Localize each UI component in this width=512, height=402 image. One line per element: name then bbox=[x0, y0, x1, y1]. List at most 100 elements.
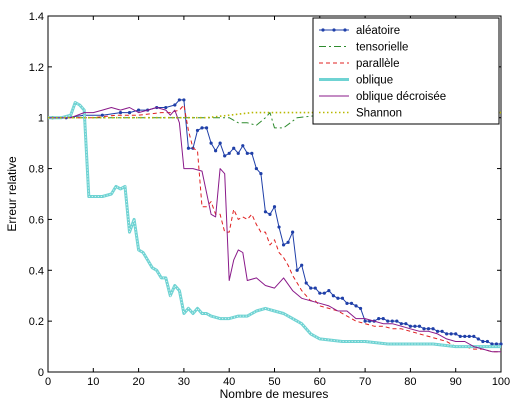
data-point bbox=[186, 146, 191, 150]
legend-marker bbox=[332, 28, 336, 32]
data-point bbox=[404, 322, 408, 326]
legend-label-shannon: Shannon bbox=[356, 108, 402, 120]
series-texture-oblique bbox=[48, 101, 501, 348]
data-point bbox=[232, 146, 236, 150]
data-point bbox=[435, 329, 440, 333]
data-point bbox=[281, 243, 286, 247]
data-point bbox=[200, 126, 204, 130]
data-point bbox=[481, 339, 485, 344]
y-axis-title: Erreur relative bbox=[5, 156, 19, 232]
data-point bbox=[227, 151, 231, 155]
data-point bbox=[472, 334, 476, 338]
x-tick-label: 50 bbox=[268, 376, 280, 388]
data-point bbox=[467, 334, 471, 338]
data-point bbox=[499, 342, 503, 346]
data-point bbox=[349, 301, 354, 305]
data-point bbox=[277, 225, 281, 229]
data-point bbox=[218, 141, 222, 145]
data-point bbox=[417, 324, 422, 328]
data-point bbox=[164, 105, 168, 110]
data-point bbox=[177, 98, 181, 102]
data-point bbox=[490, 342, 494, 346]
legend-marker bbox=[343, 28, 347, 32]
legend-label-tensorielle: tensorielle bbox=[356, 42, 408, 54]
series-line-parall-le bbox=[48, 104, 501, 353]
legend-box bbox=[312, 17, 500, 125]
x-tick-label: 30 bbox=[178, 376, 190, 388]
data-point bbox=[286, 240, 290, 244]
y-tick-label: 1 bbox=[38, 113, 44, 125]
data-point bbox=[318, 291, 322, 295]
data-point bbox=[449, 332, 453, 336]
data-point bbox=[426, 327, 431, 331]
legend-label-oblique-d-crois-e: oblique décroisée bbox=[356, 91, 446, 103]
data-point bbox=[458, 334, 462, 338]
data-point bbox=[358, 306, 363, 311]
data-point bbox=[354, 304, 358, 308]
data-point bbox=[322, 291, 326, 295]
data-point bbox=[340, 296, 345, 300]
series-line-oblique-d-crois-e bbox=[48, 107, 501, 353]
data-point bbox=[386, 319, 390, 323]
data-point bbox=[390, 319, 394, 323]
x-tick-label: 70 bbox=[359, 376, 371, 388]
data-point bbox=[313, 286, 317, 290]
y-tick-label: 0 bbox=[38, 367, 44, 379]
x-tick-label: 100 bbox=[492, 376, 510, 388]
data-point bbox=[300, 263, 304, 267]
x-tick-label: 10 bbox=[87, 376, 99, 388]
legend-label-oblique: oblique bbox=[356, 75, 393, 87]
axis-ticks: 0 10 20 30 40 50 60 70 80 90 100 0 0.2 0.4 0.6 0.8 1 1.2 1… bbox=[29, 11, 510, 388]
data-point bbox=[408, 324, 412, 328]
data-point bbox=[272, 205, 277, 209]
data-point bbox=[304, 281, 308, 285]
y-tick-label: 0.8 bbox=[29, 164, 44, 176]
y-tick-label: 0.4 bbox=[29, 265, 44, 277]
data-point bbox=[259, 172, 263, 176]
data-point bbox=[209, 141, 213, 145]
data-point bbox=[381, 317, 385, 321]
series-line-tensorielle bbox=[48, 112, 501, 129]
data-point bbox=[345, 301, 349, 305]
data-point bbox=[236, 151, 240, 155]
data-point bbox=[245, 151, 249, 155]
data-point bbox=[331, 294, 335, 298]
data-point bbox=[494, 342, 499, 346]
data-point bbox=[204, 126, 209, 130]
data-point bbox=[476, 337, 480, 341]
data-point bbox=[431, 327, 435, 331]
x-axis-title: Nombre de mesures bbox=[220, 387, 329, 401]
data-point bbox=[445, 332, 449, 336]
x-tick-label: 60 bbox=[314, 376, 326, 388]
data-point bbox=[295, 268, 299, 272]
data-point bbox=[173, 103, 177, 107]
data-point bbox=[377, 317, 381, 321]
series-lines bbox=[48, 98, 503, 353]
data-point bbox=[291, 230, 295, 234]
data-point bbox=[309, 286, 313, 290]
legend-label-al-atoire: aléatoire bbox=[356, 25, 400, 37]
data-point bbox=[127, 111, 132, 115]
data-point bbox=[250, 151, 254, 155]
y-tick-label: 0.2 bbox=[29, 316, 44, 328]
legend-label-parall-le: parallèle bbox=[356, 58, 399, 70]
data-point bbox=[137, 108, 141, 112]
y-tick-label: 0.6 bbox=[29, 214, 44, 226]
data-point bbox=[214, 149, 218, 153]
data-point bbox=[454, 332, 458, 336]
data-point bbox=[336, 296, 340, 300]
x-tick-label: 40 bbox=[223, 376, 235, 388]
data-point bbox=[118, 111, 123, 115]
data-point bbox=[182, 98, 186, 102]
data-point bbox=[363, 319, 367, 323]
data-point bbox=[263, 210, 268, 214]
data-point bbox=[100, 113, 104, 117]
y-tick-label: 1.4 bbox=[29, 11, 44, 23]
data-point bbox=[485, 339, 490, 344]
data-point bbox=[463, 334, 467, 338]
x-tick-label: 0 bbox=[45, 376, 51, 388]
data-point bbox=[223, 154, 227, 158]
data-point bbox=[395, 319, 399, 323]
data-point bbox=[422, 327, 426, 331]
